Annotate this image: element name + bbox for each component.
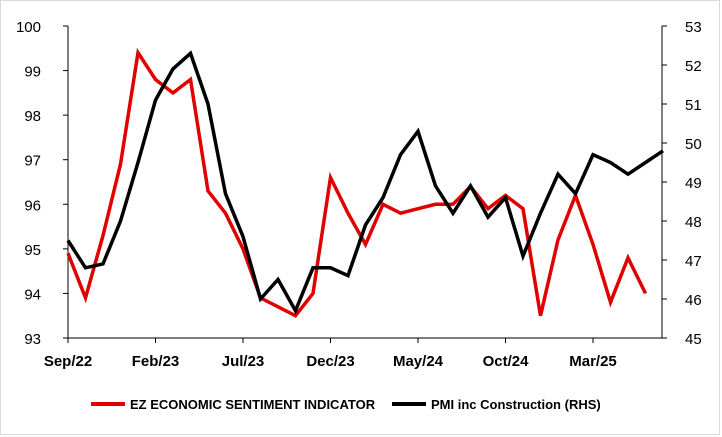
- series-line-ez-sentiment: [66, 47, 648, 318]
- left-tick-label: 93: [24, 331, 41, 348]
- left-tick-label: 96: [24, 197, 41, 214]
- legend-label-ez-sentiment: EZ ECONOMIC SENTIMENT INDICATOR: [130, 397, 376, 412]
- right-tick-label: 50: [685, 136, 702, 153]
- right-tick-label: 47: [685, 253, 702, 270]
- left-tick-label: 99: [24, 64, 41, 81]
- x-tick-label: May/24: [393, 353, 444, 370]
- right-tick-label: 52: [685, 58, 702, 75]
- legend-label-pmi: PMI inc Construction (RHS): [431, 397, 601, 412]
- left-tick-label: 97: [24, 153, 41, 170]
- series-line-pmi: [66, 50, 664, 315]
- right-tick-label: 46: [685, 292, 702, 309]
- right-tick-label: 45: [685, 331, 702, 348]
- right-tick-label: 53: [685, 19, 702, 36]
- left-tick-label: 100: [16, 19, 41, 36]
- x-tick-label: Oct/24: [483, 353, 530, 370]
- left-tick-label: 95: [24, 242, 41, 259]
- axes: 93 94 95 96 97 98 99 100 45 46 47 48 49 50 51 52 53 Sep/2…: [16, 19, 702, 370]
- right-tick-label: 48: [685, 214, 702, 231]
- right-tick-label: 51: [685, 97, 702, 114]
- series-lines: [66, 47, 664, 318]
- x-tick-label: Sep/22: [44, 353, 92, 370]
- legend: EZ ECONOMIC SENTIMENT INDICATOR PMI inc …: [91, 397, 601, 412]
- x-tick-label: Mar/25: [569, 353, 617, 370]
- right-tick-label: 49: [685, 175, 702, 192]
- x-tick-label: Dec/23: [306, 353, 354, 370]
- x-tick-label: Feb/23: [132, 353, 180, 370]
- x-tick-label: Jul/23: [222, 353, 265, 370]
- left-tick-label: 98: [24, 108, 41, 125]
- left-tick-label: 94: [24, 286, 41, 303]
